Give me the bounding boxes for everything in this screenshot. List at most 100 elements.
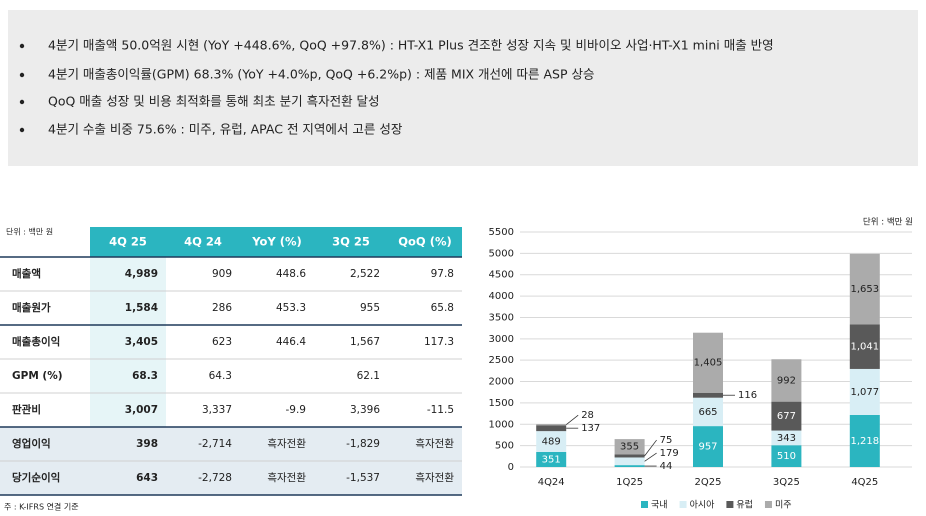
y-tick-label: 2000 (489, 377, 514, 388)
leader-line (644, 452, 657, 462)
column-header: QoQ (%) (398, 235, 452, 249)
cell: 4,989 (125, 268, 158, 280)
table-unit: 단위 : 백만 원 (6, 227, 53, 237)
row-label: 영업이익 (12, 437, 51, 450)
data-label: 179 (660, 448, 679, 459)
cell: 흑자전환 (267, 471, 306, 484)
cell: 3,007 (125, 404, 158, 416)
cell: 62.1 (357, 370, 380, 382)
bar-segment (771, 445, 802, 467)
bar-segment (771, 359, 802, 402)
data-label: 957 (698, 442, 717, 453)
data-label: 343 (777, 433, 796, 444)
bar-segment (849, 253, 880, 325)
data-label: 137 (581, 423, 600, 434)
bar-segment (693, 392, 723, 398)
row-label: GPM (%) (12, 370, 63, 382)
y-tick-label: 3500 (489, 312, 514, 323)
bar-segment (536, 424, 567, 426)
cell: -2,714 (198, 438, 232, 450)
cell: 1,567 (350, 336, 380, 348)
bar-segment (614, 457, 645, 466)
cell: -11.5 (427, 404, 454, 416)
cell: 117.3 (424, 336, 454, 348)
highlight-col (90, 257, 166, 427)
bar-segment (693, 426, 723, 467)
data-label: 665 (698, 407, 717, 418)
row-label: 매출총이익 (12, 335, 60, 348)
data-label: 351 (542, 455, 561, 466)
bullet-text: QoQ 매출 성장 및 비용 최적화를 통해 최초 분기 흑자전환 달성 (48, 94, 380, 109)
cell: 68.3 (132, 370, 158, 382)
y-tick-label: 2500 (489, 355, 514, 366)
bar-segment (693, 397, 723, 427)
bar-segment (849, 414, 880, 467)
cell: 3,405 (125, 336, 158, 348)
column-header: 4Q 24 (184, 235, 222, 249)
row-label: 매출원가 (12, 301, 51, 314)
legend-swatch (726, 501, 734, 508)
bullet-text: 4분기 수출 비중 75.6% : 미주, 유럽, APAC 전 지역에서 고른… (48, 122, 403, 137)
cell: 448.6 (276, 268, 306, 280)
cell: 흑자전환 (415, 437, 454, 450)
bullet-dot (19, 43, 25, 49)
leader-line (565, 414, 579, 425)
x-tick-label: 4Q25 (851, 477, 878, 488)
bullet-dot (19, 127, 25, 133)
data-label: 489 (542, 437, 561, 448)
y-tick-label: 5000 (489, 248, 514, 259)
cell: 3,337 (202, 404, 232, 416)
data-label: 510 (777, 451, 796, 462)
data-label: 1,218 (850, 436, 879, 447)
cell: 286 (212, 302, 232, 314)
data-label: 677 (777, 411, 796, 422)
legend-swatch (641, 501, 648, 508)
cell: 3,396 (350, 404, 380, 416)
cell: 흑자전환 (415, 471, 454, 484)
bar-segment (771, 401, 802, 431)
data-label: 1,405 (694, 358, 723, 369)
legend-label: 아시아 (690, 500, 716, 511)
y-tick-label: 1500 (489, 398, 514, 409)
bullet-text: 4분기 매출총이익률(GPM) 68.3% (YoY +4.0%p, QoQ +… (48, 67, 595, 82)
data-label: 1,041 (850, 342, 879, 353)
bar-segment (614, 465, 645, 467)
legend-label: 미주 (775, 500, 792, 511)
column-header: 3Q 25 (332, 235, 370, 249)
data-label: 992 (777, 375, 796, 386)
bullet-text: 4분기 매출액 50.0억원 시현 (YoY +448.6%, QoQ +97.… (48, 38, 774, 53)
y-tick-label: 4000 (489, 291, 514, 302)
column-header: YoY (%) (251, 235, 302, 249)
legend-swatch (764, 501, 772, 508)
row-label: 매출액 (12, 267, 41, 280)
row-label: 판관비 (12, 403, 41, 416)
cell: 453.3 (276, 302, 306, 314)
y-tick-label: 1000 (489, 419, 514, 430)
leader-line (644, 439, 657, 457)
bar-segment (536, 425, 567, 432)
bar-segment (693, 332, 723, 393)
data-label: 1,653 (850, 284, 879, 295)
cell: 955 (360, 302, 380, 314)
row-label: 당기순이익 (12, 471, 60, 484)
data-label: 75 (660, 435, 673, 446)
cell: 909 (212, 268, 232, 280)
bullet-dot (19, 99, 25, 105)
cell: 446.4 (276, 336, 306, 348)
legend-label: 유럽 (736, 500, 753, 511)
chart-unit: 단위 : 백만 원 (863, 217, 913, 228)
table-header-bg (90, 227, 462, 257)
cell: 64.3 (209, 370, 232, 382)
cell: 398 (136, 438, 158, 450)
cell: -1,537 (346, 472, 380, 484)
data-label: 355 (620, 442, 639, 453)
legend-swatch (679, 501, 687, 508)
data-label: 28 (581, 410, 594, 421)
cell: 2,522 (350, 268, 380, 280)
cell: 흑자전환 (267, 437, 306, 450)
data-label: 116 (738, 390, 757, 401)
y-tick-label: 0 (508, 462, 514, 473)
bar-segment (614, 439, 645, 455)
x-tick-label: 1Q25 (616, 477, 643, 488)
y-tick-label: 5500 (489, 227, 514, 238)
